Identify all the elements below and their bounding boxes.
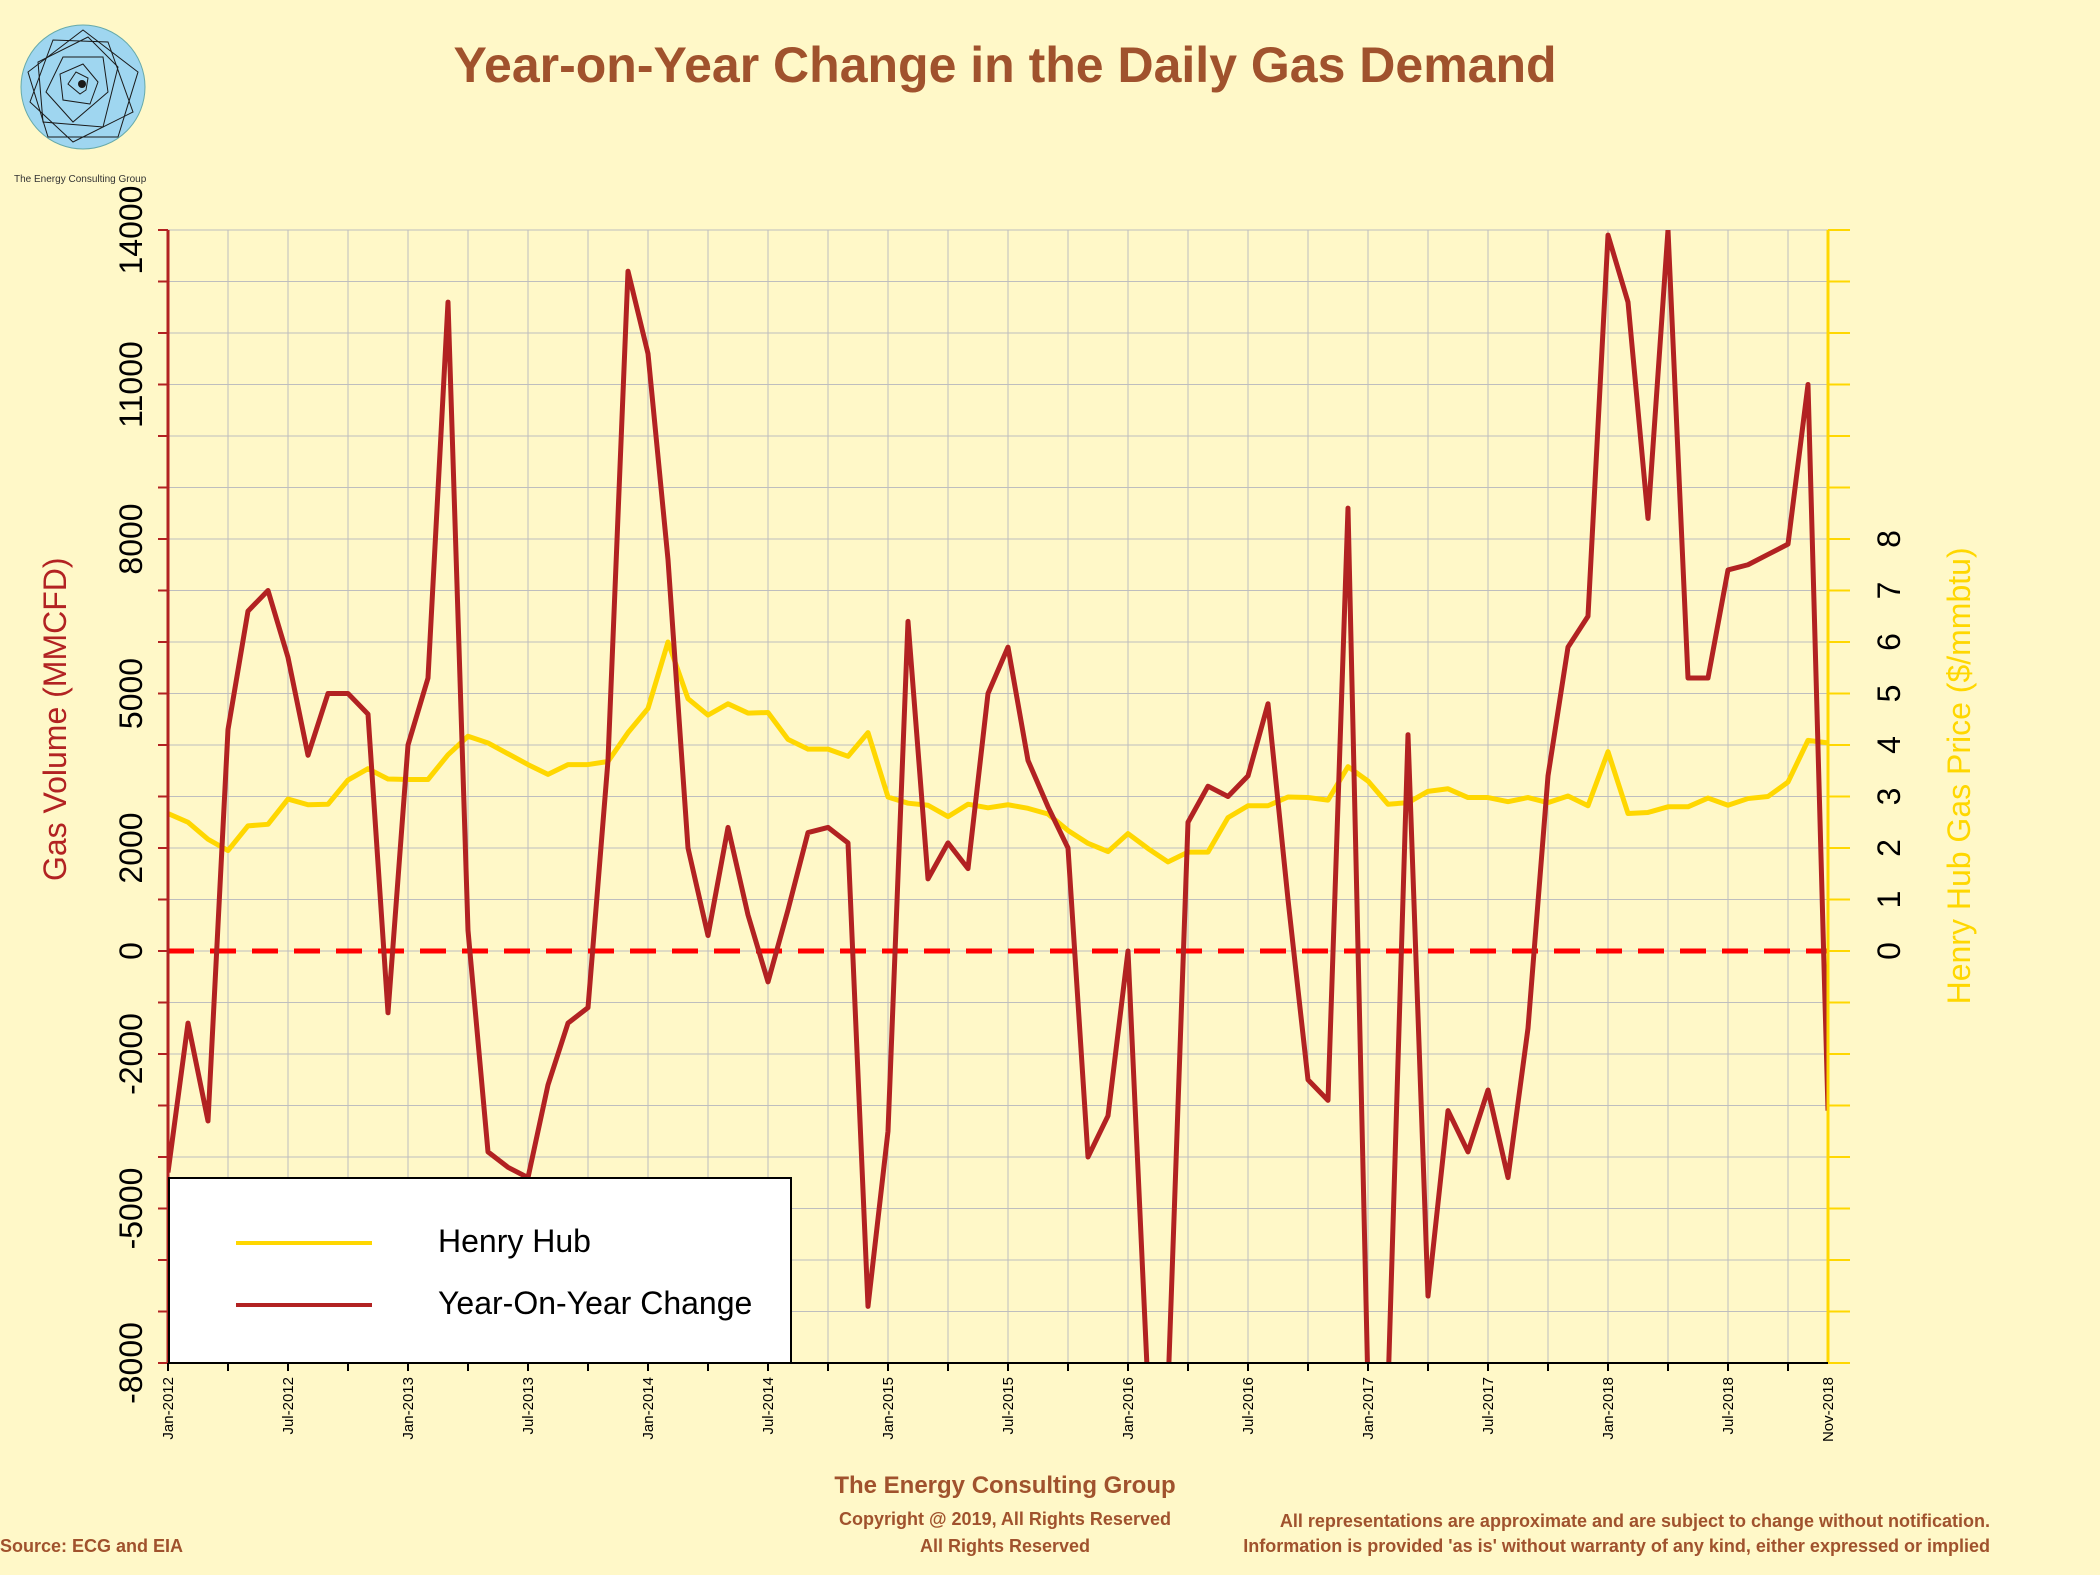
logo-caption: The Energy Consulting Group — [14, 174, 147, 185]
x-tick-label: Jan-2012 — [160, 1377, 177, 1440]
left-tick-label: 5000 — [113, 658, 149, 729]
footer-disclaimer-2: Information is provided 'as is' without … — [1243, 1536, 1990, 1556]
left-tick-label: 0 — [113, 942, 149, 960]
footer-copyright: Copyright @ 2019, All Rights Reserved — [839, 1509, 1171, 1529]
x-tick-label: Jan-2018 — [1600, 1377, 1617, 1440]
legend-label-henry-hub: Henry Hub — [438, 1223, 591, 1259]
line-henry-hub — [168, 639, 1828, 865]
legend: Henry Hub Year-On-Year Change — [168, 1177, 792, 1364]
legend-swatch-henry-hub — [236, 1241, 372, 1245]
series-henry-hub — [168, 639, 1828, 865]
footer-source: Source: ECG and EIA — [0, 1536, 184, 1556]
right-tick-label: 7 — [1871, 582, 1907, 600]
x-tick-label: Jul-2017 — [1480, 1377, 1497, 1435]
left-tick-label: 14000 — [113, 186, 149, 275]
legend-item-yoy: Year-On-Year Change — [236, 1285, 776, 1325]
x-tick-label: Jul-2014 — [760, 1377, 777, 1435]
legend-item-henry-hub: Henry Hub — [236, 1223, 776, 1263]
left-tick-label: 8000 — [113, 503, 149, 574]
left-tick-label: -2000 — [113, 1013, 149, 1095]
x-tick-label: Jul-2016 — [1240, 1377, 1257, 1435]
company-logo-icon — [20, 24, 146, 150]
footer-disclaimer-1: All representations are approximate and … — [1279, 1511, 1990, 1531]
right-axis-title: Henry Hub Gas Price ($/mmbtu) — [1941, 547, 1977, 1004]
chart-title: Year-on-Year Change in the Daily Gas Dem… — [453, 37, 1557, 93]
legend-swatch-yoy — [236, 1303, 372, 1307]
right-tick-label: 4 — [1871, 736, 1907, 754]
legend-label-yoy: Year-On-Year Change — [438, 1285, 753, 1321]
x-tick-label: Jul-2018 — [1720, 1377, 1737, 1435]
left-tick-label: 2000 — [113, 812, 149, 883]
x-tick-label: Jan-2016 — [1120, 1377, 1137, 1440]
right-tick-label: 5 — [1871, 685, 1907, 703]
left-axis-title: Gas Volume (MMCFD) — [37, 557, 73, 881]
footer-rights: All Rights Reserved — [919, 1536, 1091, 1556]
right-tick-label: 3 — [1871, 788, 1907, 806]
x-tick-label: Jan-2014 — [640, 1377, 657, 1440]
chart-area: -8000 -5000 -2000 0 2000 5000 8000 11000 14000 0 1… — [37, 186, 1977, 1443]
left-tick-label: -8000 — [113, 1322, 149, 1404]
right-tick-label: 2 — [1871, 839, 1907, 857]
x-tick-label: Nov-2018 — [1820, 1377, 1837, 1442]
axes — [158, 229, 1850, 1371]
footer-company: The Energy Consulting Group — [834, 1472, 1176, 1499]
axis-labels: -8000 -5000 -2000 0 2000 5000 8000 11000 14000 0 1… — [37, 186, 1977, 1443]
x-tick-label: Jul-2013 — [520, 1377, 537, 1435]
series-yoy-change — [168, 230, 1828, 1363]
right-tick-label: 6 — [1871, 633, 1907, 651]
right-tick-label: 1 — [1871, 891, 1907, 909]
x-tick-label: Jan-2013 — [400, 1377, 417, 1440]
left-tick-label: 11000 — [113, 341, 149, 428]
right-tick-label: 0 — [1871, 942, 1907, 960]
line-yoy-change — [168, 230, 1828, 1363]
right-tick-label: 8 — [1871, 530, 1907, 548]
left-tick-label: -5000 — [113, 1168, 149, 1250]
x-tick-label: Jan-2015 — [880, 1377, 897, 1440]
x-tick-label: Jan-2017 — [1360, 1377, 1377, 1440]
x-tick-label: Jul-2015 — [1000, 1377, 1017, 1435]
x-tick-label: Jul-2012 — [280, 1377, 297, 1435]
